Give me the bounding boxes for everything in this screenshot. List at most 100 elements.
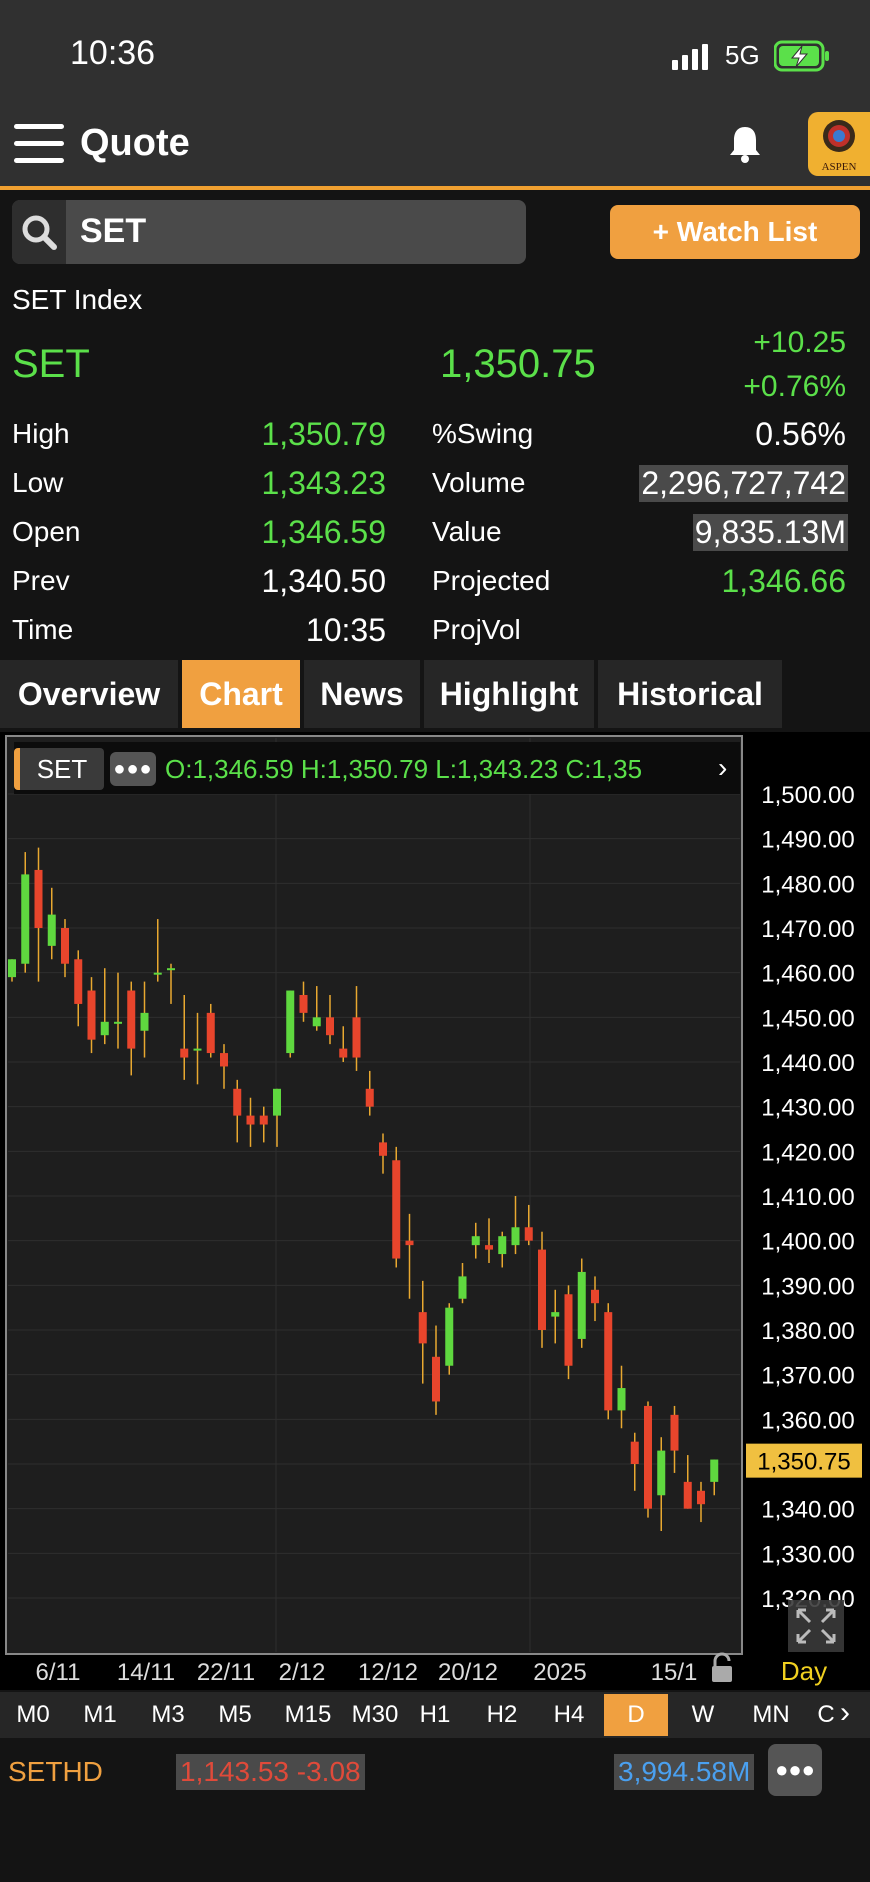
candle bbox=[34, 847, 43, 982]
lock-icon[interactable] bbox=[712, 1652, 732, 1682]
y-tick-label: 1,330.00 bbox=[761, 1541, 854, 1568]
tab-historical[interactable]: Historical bbox=[598, 660, 782, 728]
candle-body bbox=[630, 1441, 639, 1464]
page-title: Quote bbox=[80, 122, 190, 164]
candle-body bbox=[683, 1481, 692, 1509]
candle bbox=[180, 995, 189, 1080]
candle-body bbox=[180, 1048, 189, 1058]
candle bbox=[312, 986, 321, 1031]
candle bbox=[326, 995, 334, 1045]
tab-chart[interactable]: Chart bbox=[182, 660, 300, 728]
status-time: 10:36 bbox=[70, 34, 156, 72]
candle bbox=[432, 1325, 440, 1415]
timeframe-mn[interactable]: MN bbox=[752, 1701, 790, 1728]
y-tick-label: 1,390.00 bbox=[761, 1273, 854, 1300]
price-change-percent: +0.76% bbox=[743, 370, 846, 403]
bell-icon[interactable] bbox=[726, 124, 764, 164]
y-tick-label: 1,430.00 bbox=[761, 1095, 854, 1122]
hamburger-menu-icon[interactable] bbox=[14, 122, 64, 166]
candle-body bbox=[339, 1048, 348, 1058]
y-tick-label: 1,420.00 bbox=[761, 1139, 854, 1166]
price-change: +10.25 bbox=[753, 326, 846, 359]
timeframe-h4[interactable]: H4 bbox=[553, 1701, 585, 1728]
candle-body bbox=[352, 1017, 361, 1058]
quote-symbol: SET bbox=[12, 342, 90, 386]
candle bbox=[193, 1012, 202, 1085]
candle bbox=[339, 1026, 348, 1062]
timeframe-m3[interactable]: M3 bbox=[151, 1701, 185, 1728]
stat-label: Time bbox=[12, 614, 74, 645]
candle-body bbox=[432, 1356, 440, 1402]
logo-text: ASPEN bbox=[822, 161, 857, 173]
stat-label: Projected bbox=[432, 565, 551, 596]
candle-body bbox=[379, 1142, 387, 1156]
last-price: 1,350.75 bbox=[440, 342, 596, 386]
candle bbox=[670, 1405, 679, 1473]
candle-body bbox=[485, 1245, 493, 1250]
last-price-marker: 1,350.75 bbox=[746, 1443, 862, 1478]
candle-body bbox=[697, 1490, 705, 1505]
chevron-right-icon[interactable]: › bbox=[840, 1696, 850, 1729]
timeframe-w[interactable]: W bbox=[691, 1701, 715, 1728]
battery-charging-icon bbox=[774, 40, 829, 72]
chart-symbol-chip[interactable]: SET bbox=[14, 748, 104, 790]
price-chart[interactable]: 1,500.00 1,490.00 1,480.00 1,470.00 1,460.00… bbox=[0, 732, 870, 1690]
chevron-right-icon[interactable]: › bbox=[718, 752, 728, 783]
timeframe-m5[interactable]: M5 bbox=[218, 1701, 252, 1728]
candle-body bbox=[644, 1405, 652, 1509]
candle-body bbox=[140, 1012, 149, 1031]
candle-body bbox=[114, 1021, 122, 1024]
candle bbox=[206, 1003, 215, 1058]
fullscreen-button[interactable] bbox=[788, 1600, 844, 1652]
candle-body bbox=[458, 1276, 467, 1299]
timeframe-m15[interactable]: M15 bbox=[284, 1701, 332, 1728]
timeframe-h1[interactable]: H1 bbox=[419, 1701, 451, 1728]
timeframe-m30[interactable]: M30 bbox=[351, 1701, 399, 1728]
candle bbox=[74, 950, 83, 1027]
search-input[interactable]: SET bbox=[80, 212, 147, 250]
candle-body bbox=[273, 1088, 281, 1116]
candle bbox=[498, 1231, 507, 1268]
ohlc-readout: O:1,346.59 H:1,350.79 L:1,343.23 C:1,35 bbox=[165, 754, 643, 784]
candle bbox=[153, 919, 162, 982]
candle-body bbox=[206, 1012, 215, 1054]
candle-body bbox=[405, 1240, 414, 1246]
candle bbox=[220, 1044, 228, 1089]
candle bbox=[273, 1088, 281, 1147]
y-tick-label: 1,370.00 bbox=[761, 1363, 854, 1390]
candle bbox=[352, 986, 361, 1071]
stat-value: 1,346.59 bbox=[261, 514, 386, 550]
chart-grid bbox=[8, 738, 740, 1652]
aspen-logo[interactable]: ASPEN bbox=[808, 112, 870, 176]
x-tick-label: 12/12 bbox=[358, 1659, 418, 1686]
stat-value: 1,350.79 bbox=[261, 416, 386, 452]
y-tick-label: 1,460.00 bbox=[761, 961, 854, 988]
ticker-symbol[interactable]: SETHD bbox=[8, 1756, 103, 1787]
stat-label: High bbox=[12, 418, 70, 449]
stat-value: 1,343.23 bbox=[261, 465, 386, 501]
stat-value: 0.56% bbox=[755, 416, 846, 452]
stat-label: Open bbox=[12, 516, 81, 547]
candle-body bbox=[445, 1307, 454, 1366]
search-box[interactable] bbox=[12, 200, 526, 264]
app-header bbox=[0, 110, 870, 190]
stat-value: 2,296,727,742 bbox=[639, 465, 848, 502]
timeframe-m1[interactable]: M1 bbox=[83, 1701, 117, 1728]
tab-overview[interactable]: Overview bbox=[0, 660, 178, 728]
ticker-more-button[interactable]: ●●● bbox=[768, 1744, 822, 1796]
tab-news[interactable]: News bbox=[304, 660, 420, 728]
y-tick-label: 1,440.00 bbox=[761, 1050, 854, 1077]
candle bbox=[47, 887, 56, 960]
timeframe-c[interactable]: C bbox=[817, 1701, 835, 1728]
timeframe-h2[interactable]: H2 bbox=[486, 1701, 518, 1728]
candle bbox=[379, 1133, 387, 1174]
candle-body bbox=[511, 1227, 520, 1246]
search-button[interactable] bbox=[12, 200, 66, 264]
add-watch-list-button[interactable]: + Watch List bbox=[610, 205, 860, 259]
chart-options-button[interactable]: ●●● bbox=[110, 752, 156, 786]
tab-highlight[interactable]: Highlight bbox=[424, 660, 594, 728]
stat-label: Low bbox=[12, 467, 64, 498]
timeframe-m0[interactable]: M0 bbox=[16, 1701, 50, 1728]
timeframe-d[interactable]: D bbox=[604, 1694, 668, 1736]
candle-body bbox=[100, 1021, 109, 1036]
